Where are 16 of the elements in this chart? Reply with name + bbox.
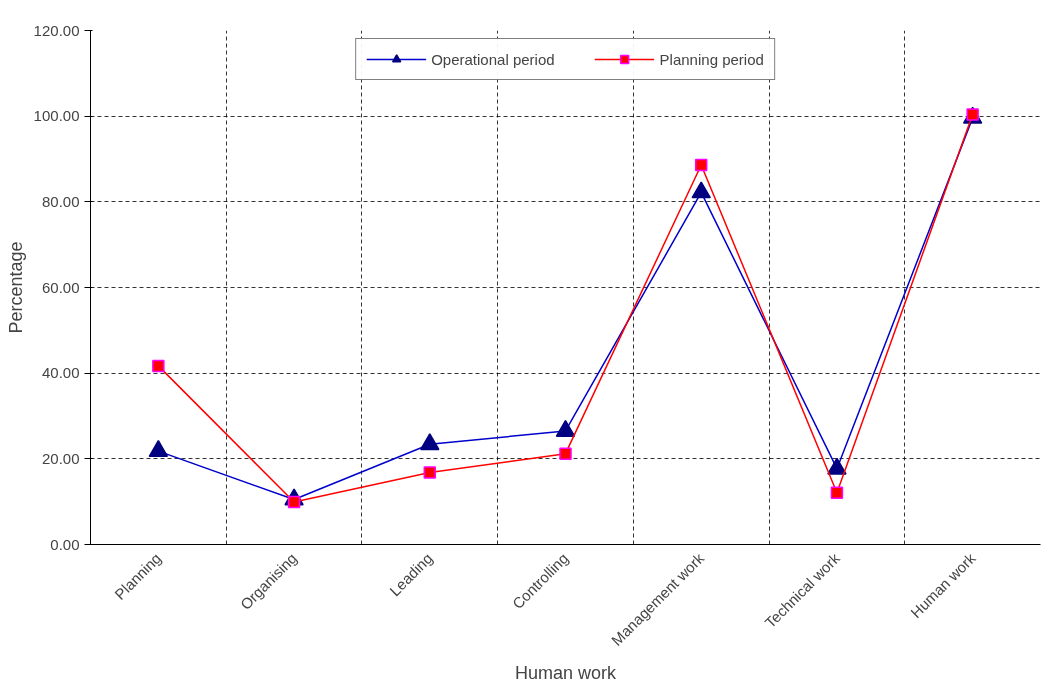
y-tick-label: 60.00	[41, 278, 80, 296]
y-tick-label: 80.00	[41, 192, 80, 210]
point	[423, 466, 437, 479]
point	[559, 447, 572, 460]
y-axis-title: Percentage	[5, 241, 26, 334]
y-tick-label: 100.00	[33, 107, 80, 125]
point	[152, 359, 165, 373]
y-tick-label: 40.00	[41, 364, 80, 382]
x-axis-title: Human work	[514, 662, 618, 683]
point	[694, 158, 708, 172]
y-tick-label: 20.00	[41, 449, 80, 467]
y-tick-label: 120.00	[33, 21, 80, 39]
y-tick-label: 0.00	[50, 535, 80, 553]
point	[830, 486, 844, 499]
legend-label: Operational period	[431, 50, 555, 68]
legend-label: Planning period	[659, 50, 764, 68]
